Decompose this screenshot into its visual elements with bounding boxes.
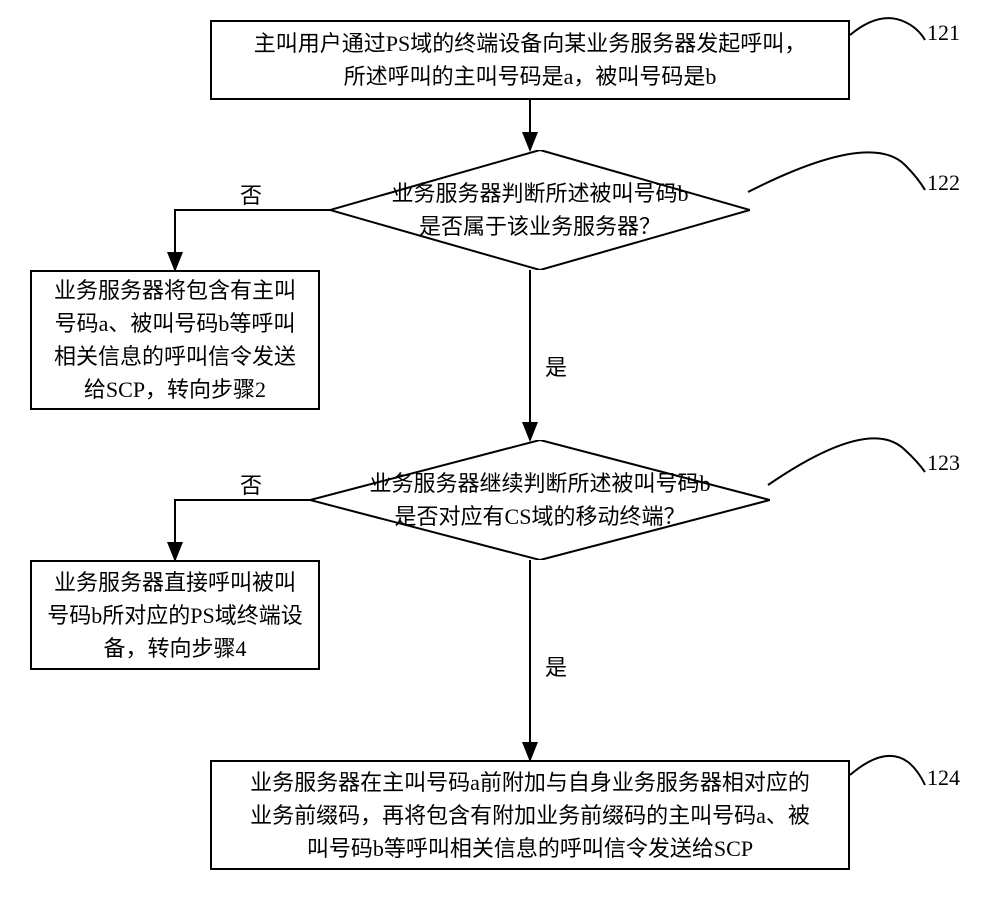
- no1-line1: 业务服务器将包含有主叫: [54, 278, 296, 303]
- step-121: 主叫用户通过PS域的终端设备向某业务服务器发起呼叫， 所述呼叫的主叫号码是a，被…: [210, 20, 850, 100]
- no2-line2: 号码b所对应的PS域终端设: [47, 603, 302, 628]
- step-122-line1: 业务服务器判断所述被叫号码b: [391, 181, 688, 206]
- no1-box: 业务服务器将包含有主叫 号码a、被叫号码b等呼叫 相关信息的呼叫信令发送 给SC…: [30, 270, 320, 410]
- step-121-line1: 主叫用户通过PS域的终端设备向某业务服务器发起呼叫，: [254, 31, 806, 56]
- step-123: 业务服务器继续判断所述被叫号码b 是否对应有CS域的移动终端？: [310, 440, 770, 560]
- step-124-line3: 叫号码b等呼叫相关信息的呼叫信令发送给SCP: [307, 836, 753, 861]
- no2-box: 业务服务器直接呼叫被叫 号码b所对应的PS域终端设 备，转向步骤4: [30, 560, 320, 670]
- step-124: 业务服务器在主叫号码a前附加与自身业务服务器相对应的 业务前缀码，再将包含有附加…: [210, 760, 850, 870]
- edge-label-yes1: 是: [545, 350, 567, 382]
- edge-label-yes2: 是: [545, 650, 567, 682]
- step-121-line2: 所述呼叫的主叫号码是a，被叫号码是b: [344, 64, 717, 89]
- edge-label-no2: 否: [240, 468, 262, 500]
- callout-label-124: 124: [927, 765, 960, 791]
- no1-line4: 给SCP，转向步骤2: [84, 377, 266, 402]
- step-124-line1: 业务服务器在主叫号码a前附加与自身业务服务器相对应的: [250, 770, 810, 795]
- no1-line3: 相关信息的呼叫信令发送: [54, 344, 296, 369]
- step-122-line2: 是否属于该业务服务器？: [419, 214, 661, 239]
- edge-label-no1: 否: [240, 178, 262, 210]
- no2-line3: 备，转向步骤4: [103, 636, 246, 661]
- step-123-line2: 是否对应有CS域的移动终端？: [395, 504, 686, 529]
- callout-label-122: 122: [927, 170, 960, 196]
- step-122: 业务服务器判断所述被叫号码b 是否属于该业务服务器？: [330, 150, 750, 270]
- no1-line2: 号码a、被叫号码b等呼叫: [55, 311, 296, 336]
- step-123-line1: 业务服务器继续判断所述被叫号码b: [369, 471, 710, 496]
- callout-label-123: 123: [927, 450, 960, 476]
- no2-line1: 业务服务器直接呼叫被叫: [54, 570, 296, 595]
- step-124-line2: 业务前缀码，再将包含有附加业务前缀码的主叫号码a、被: [250, 803, 810, 828]
- callout-label-121: 121: [927, 20, 960, 46]
